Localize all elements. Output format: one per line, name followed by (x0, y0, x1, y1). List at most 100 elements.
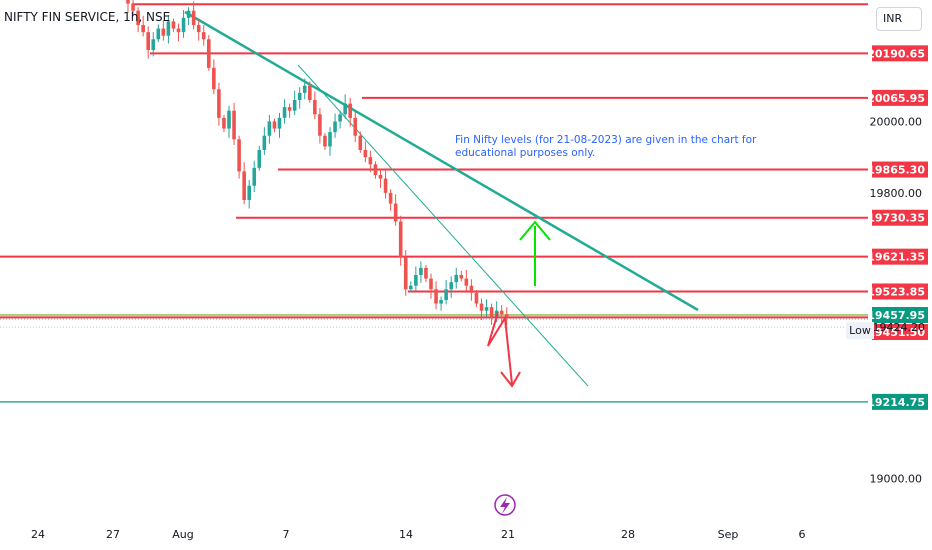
time-axis: 24 27 Aug 7 14 21 28 Sep 6 (31, 494, 806, 541)
candle-body (297, 92, 302, 100)
candle-body (272, 121, 277, 129)
candle (287, 103, 292, 118)
candle (292, 90, 297, 115)
candle-body (171, 21, 176, 29)
candle (378, 170, 383, 188)
candle-body (232, 110, 236, 140)
candle (484, 299, 489, 317)
candle (227, 105, 231, 138)
currency-button[interactable]: INR (876, 7, 922, 31)
candle-body (176, 28, 181, 33)
candle (191, 1, 196, 30)
candle (196, 19, 201, 41)
time-tick-label: Aug (172, 528, 193, 541)
candle (444, 280, 448, 305)
candle-body (419, 267, 423, 275)
candle-body (489, 307, 494, 318)
candle-body (348, 103, 352, 118)
candle (277, 112, 282, 138)
candle (166, 15, 171, 44)
candle-body (136, 10, 140, 25)
candle (217, 82, 221, 126)
candle (297, 87, 302, 109)
candle (207, 35, 211, 71)
candle-body (217, 89, 221, 118)
candle-body (484, 307, 489, 311)
price-badge-label: 19451.50 (867, 326, 925, 339)
candle (343, 94, 347, 119)
candle-body (454, 275, 459, 283)
candle (383, 170, 388, 199)
candle (302, 78, 307, 100)
candle-body (469, 285, 474, 293)
candle-body (368, 157, 373, 165)
candle (419, 261, 423, 283)
candlesticks (126, 0, 509, 325)
candle (176, 23, 181, 42)
candle-body (126, 0, 130, 4)
candle (161, 20, 166, 41)
candle (252, 160, 257, 193)
candle-body (363, 150, 368, 158)
candle-body (464, 278, 469, 286)
candle (338, 110, 342, 129)
candle (318, 107, 322, 144)
price-badge (872, 307, 928, 324)
candle (403, 250, 408, 296)
level-lines (0, 3, 868, 403)
candle-body (166, 21, 171, 36)
candle-body (504, 314, 509, 319)
candle (247, 180, 251, 209)
candle (504, 307, 509, 325)
price-tick-label: 19800.00 (870, 187, 923, 200)
candle-body (181, 17, 186, 33)
candle (393, 194, 398, 226)
candle (222, 115, 226, 133)
candle-body (227, 110, 231, 129)
candle-body (141, 25, 145, 33)
candle (181, 10, 186, 38)
candle (186, 7, 191, 25)
down-arrow-head (500, 371, 521, 388)
candle-body (201, 32, 206, 40)
candle-body (318, 114, 322, 136)
price-badge (872, 393, 928, 410)
candle (388, 189, 393, 211)
candle-body (338, 114, 342, 122)
candle-body (207, 39, 211, 68)
price-badge (872, 209, 928, 226)
candle (348, 97, 352, 127)
candle (373, 161, 378, 179)
candle (313, 91, 317, 120)
candle (282, 99, 287, 124)
up-arrow-head (519, 220, 551, 241)
candle (479, 298, 484, 320)
candle-body (358, 135, 363, 150)
price-badge-label: 19523.85 (867, 285, 925, 298)
price-badge-label: 19457.95 (867, 309, 925, 322)
price-axis: 20000.00 19800.00 19000.00 20190.65 20065.95… (867, 45, 928, 486)
candle (414, 266, 418, 291)
candle (323, 132, 327, 150)
candle (201, 25, 206, 46)
candle (409, 281, 413, 293)
candle-body (398, 221, 403, 258)
price-badge-label: 20190.65 (867, 47, 925, 60)
candle (353, 110, 358, 143)
candle-body (373, 164, 378, 175)
candle-body (237, 139, 241, 172)
candle-body (439, 300, 443, 304)
candle (257, 145, 262, 171)
candle-body (378, 175, 383, 179)
candle-body (328, 132, 332, 147)
candle-body (409, 285, 413, 290)
price-badge-label: 20065.95 (867, 92, 925, 105)
candle (262, 127, 267, 155)
candle (469, 279, 474, 301)
time-tick-label: 21 (501, 528, 515, 541)
candle (242, 162, 246, 205)
candle-body (308, 85, 312, 100)
candle-body (474, 292, 479, 304)
candle-body (449, 282, 453, 290)
